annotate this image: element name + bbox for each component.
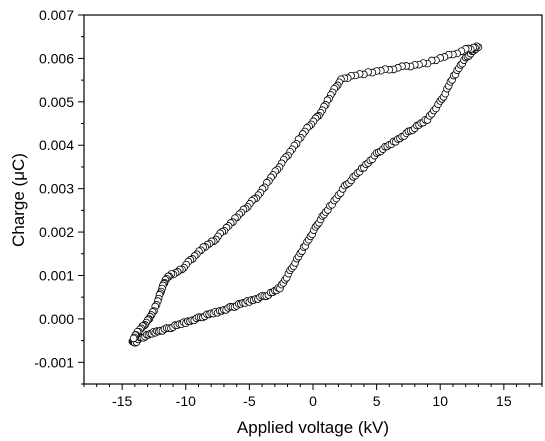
y-axis-ticks: -0.001 0.000 0.001 0.002 0.003 0.004 0.005 0.00… — [34, 7, 84, 385]
y-tick-label: 0.007 — [39, 7, 74, 23]
x-tick-label: -10 — [176, 393, 196, 409]
data-point — [129, 334, 138, 343]
data-points — [128, 42, 483, 347]
y-axis-title: Charge (μC) — [9, 153, 28, 247]
x-axis-ticks: -15 -10 -5 0 5 10 15 — [83, 384, 543, 409]
x-tick-label: -5 — [243, 393, 256, 409]
y-tick-label: 0.005 — [39, 94, 74, 110]
x-tick-label: 0 — [309, 393, 317, 409]
x-tick-label: -15 — [112, 393, 132, 409]
y-tick-label: 0.001 — [39, 267, 74, 283]
y-tick-label: 0.003 — [39, 181, 74, 197]
y-tick-label: 0.002 — [39, 224, 74, 240]
y-tick-label: 0.006 — [39, 50, 74, 66]
x-tick-label: 10 — [432, 393, 448, 409]
y-tick-label: 0.000 — [39, 311, 74, 327]
y-tick-label: -0.001 — [34, 354, 74, 370]
x-tick-label: 15 — [496, 393, 512, 409]
x-axis-title: Applied voltage (kV) — [237, 418, 389, 437]
x-tick-label: 5 — [373, 393, 381, 409]
y-tick-label: 0.004 — [39, 137, 74, 153]
